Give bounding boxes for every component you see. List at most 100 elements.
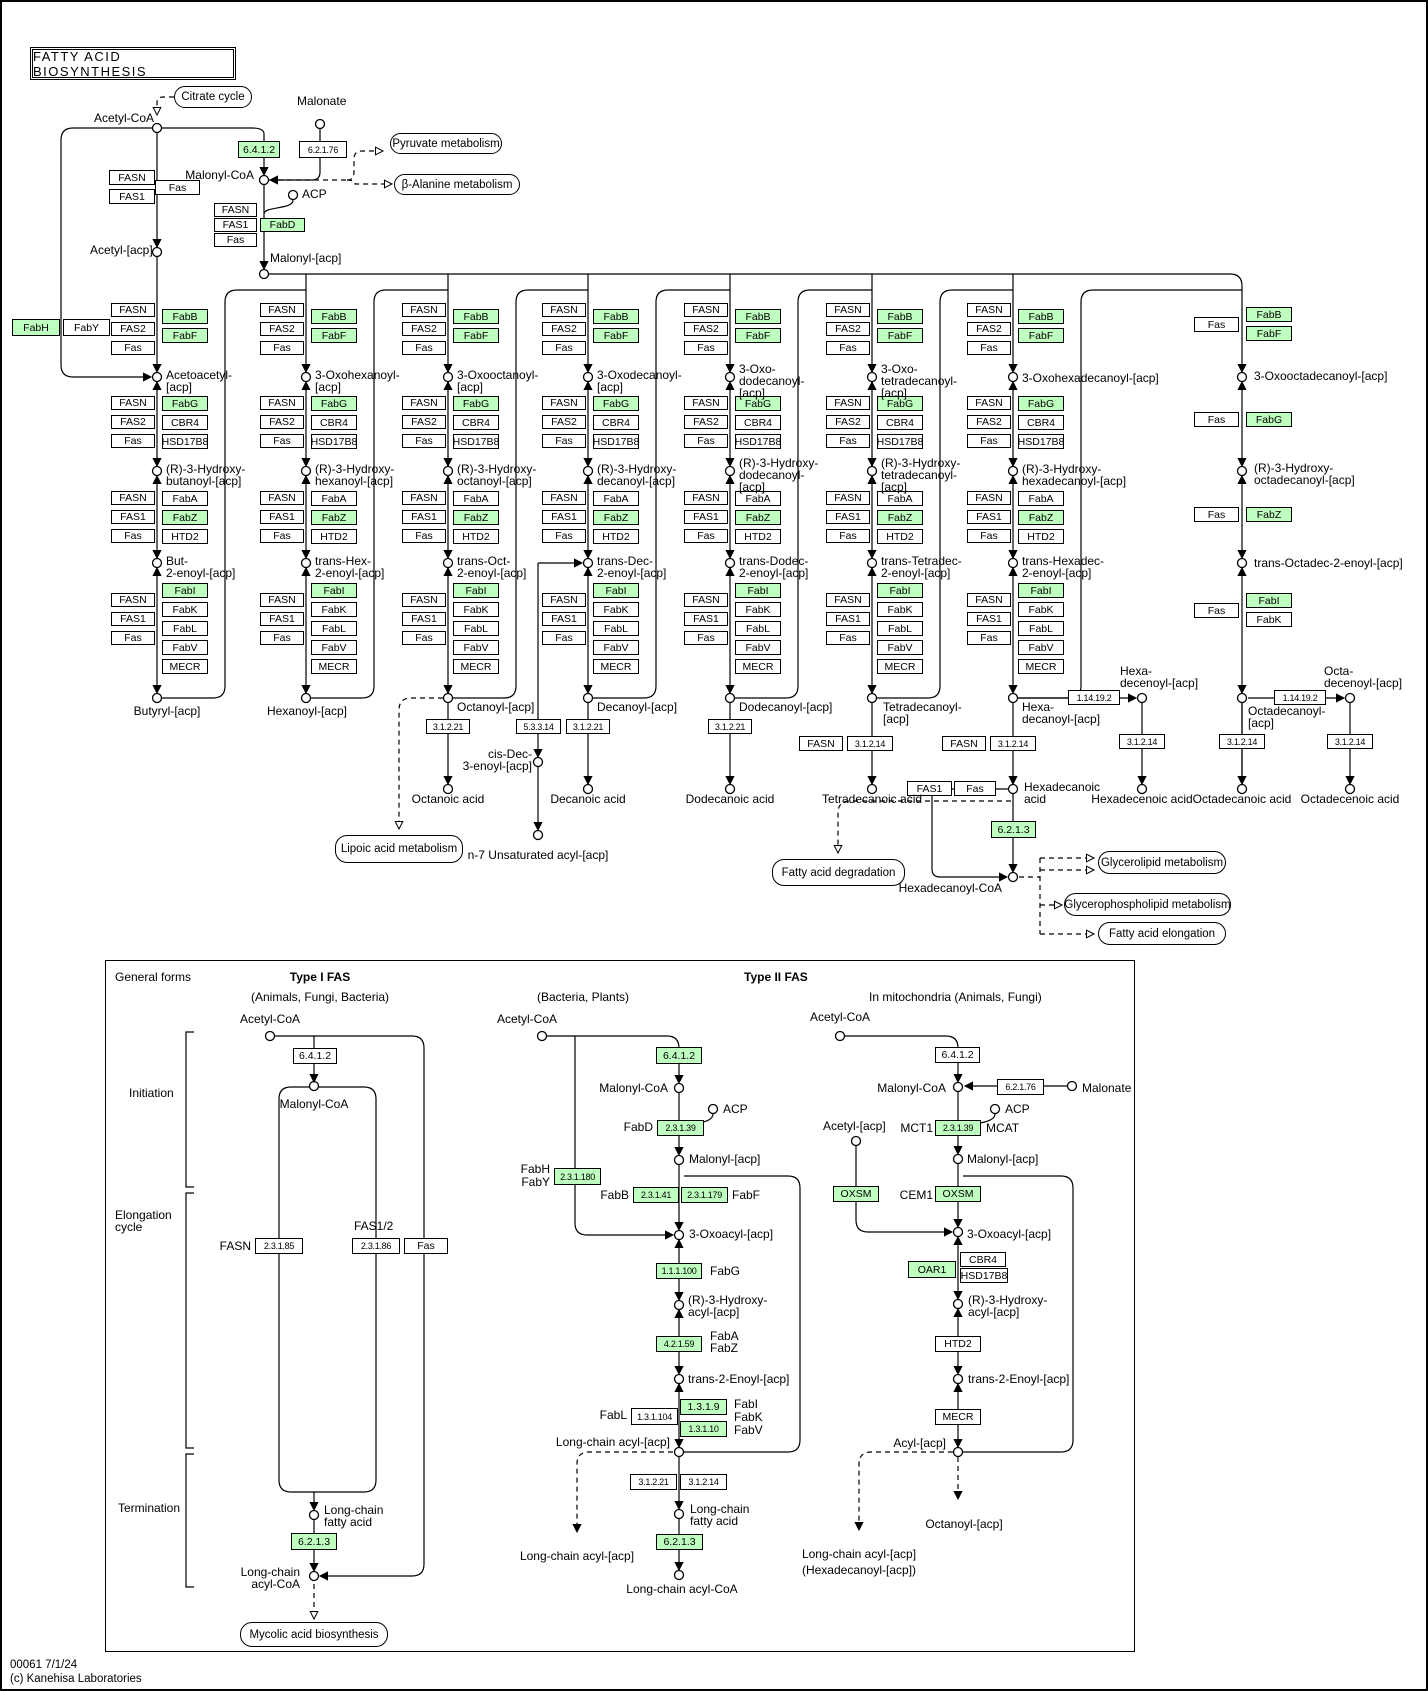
enzyme-box-3-1-2-14[interactable]: 3.1.2.14 (1219, 734, 1265, 749)
compound-node[interactable] (1007, 783, 1019, 795)
enzyme-box-fas2[interactable]: FAS2 (684, 415, 728, 429)
compound-node[interactable] (287, 189, 299, 201)
enzyme-box-fas[interactable]: Fas (967, 341, 1011, 355)
enzyme-box-faba[interactable]: FabA (311, 491, 357, 506)
enzyme-box-mecr[interactable]: MECR (593, 659, 639, 674)
enzyme-box-fas[interactable]: Fas (214, 233, 257, 247)
enzyme-box-fasn[interactable]: FASN (402, 593, 446, 607)
enzyme-box-fabi[interactable]: FabI (311, 583, 357, 598)
enzyme-box-cbr4[interactable]: CBR4 (593, 415, 639, 430)
compound-node[interactable] (952, 1298, 964, 1310)
enzyme-box-6-4-1-2[interactable]: 6.4.1.2 (935, 1047, 980, 1063)
enzyme-box-fabz[interactable]: FabZ (1018, 510, 1064, 525)
enzyme-box-mecr[interactable]: MECR (935, 1409, 981, 1425)
enzyme-box-mecr[interactable]: MECR (311, 659, 357, 674)
enzyme-box-fasn[interactable]: FASN (260, 593, 304, 607)
enzyme-box-fas[interactable]: Fas (260, 434, 304, 448)
enzyme-box-fasn[interactable]: FASN (942, 736, 986, 751)
enzyme-box-fabf[interactable]: FabF (311, 328, 357, 343)
enzyme-box-6-4-1-2[interactable]: 6.4.1.2 (656, 1047, 702, 1064)
enzyme-box-fas1[interactable]: FAS1 (111, 510, 155, 524)
enzyme-box-faba[interactable]: FabA (735, 491, 781, 506)
compound-node[interactable] (850, 1135, 862, 1147)
pathway-link-glycerophospholipid-metabolism[interactable]: Glycerophospholipid metabolism (1064, 893, 1231, 916)
enzyme-box-fas1[interactable]: FAS1 (684, 510, 728, 524)
enzyme-box-htd2[interactable]: HTD2 (935, 1336, 981, 1352)
compound-node[interactable] (532, 829, 544, 841)
enzyme-box-fas2[interactable]: FAS2 (111, 415, 155, 429)
pathway-link-alanine-metabolism[interactable]: β-Alanine metabolism (394, 174, 520, 195)
enzyme-box-fas2[interactable]: FAS2 (260, 415, 304, 429)
compound-node[interactable] (866, 465, 878, 477)
enzyme-box-fabg[interactable]: FabG (1246, 412, 1292, 427)
compound-node[interactable] (673, 1569, 685, 1581)
enzyme-box-fabg[interactable]: FabG (877, 396, 923, 411)
enzyme-box-fasn[interactable]: FASN (542, 593, 586, 607)
enzyme-box-fabz[interactable]: FabZ (311, 510, 357, 525)
enzyme-box-mecr[interactable]: MECR (735, 659, 781, 674)
compound-node[interactable] (1066, 1080, 1078, 1092)
enzyme-box-htd2[interactable]: HTD2 (1018, 529, 1064, 544)
compound-node[interactable] (724, 371, 736, 383)
enzyme-box-fas1[interactable]: FAS1 (826, 510, 870, 524)
enzyme-box-mecr[interactable]: MECR (453, 659, 499, 674)
compound-node[interactable] (866, 692, 878, 704)
enzyme-box-fas[interactable]: Fas (684, 529, 728, 543)
enzyme-box-fasn[interactable]: FASN (967, 303, 1011, 317)
compound-node[interactable] (1007, 371, 1019, 383)
enzyme-box-faba[interactable]: FabA (453, 491, 499, 506)
enzyme-box-fas[interactable]: Fas (967, 631, 1011, 645)
compound-node[interactable] (989, 1103, 1001, 1115)
enzyme-box-1-3-1-10[interactable]: 1.3.1.10 (680, 1421, 727, 1437)
enzyme-box-fasn[interactable]: FASN (684, 593, 728, 607)
compound-node[interactable] (1236, 371, 1248, 383)
enzyme-box-fabv[interactable]: FabV (311, 640, 357, 655)
enzyme-box-fas[interactable]: Fas (684, 434, 728, 448)
enzyme-box-fasn[interactable]: FASN (111, 491, 155, 505)
compound-node[interactable] (1007, 557, 1019, 569)
compound-node[interactable] (952, 1081, 964, 1093)
pathway-link-fatty-acid-elongation[interactable]: Fatty acid elongation (1098, 922, 1226, 945)
enzyme-box-fabf[interactable]: FabF (593, 328, 639, 343)
enzyme-box-cbr4[interactable]: CBR4 (1018, 415, 1064, 430)
enzyme-box-fas[interactable]: Fas (111, 434, 155, 448)
compound-node[interactable] (300, 371, 312, 383)
enzyme-box-4-2-1-59[interactable]: 4.2.1.59 (656, 1336, 702, 1352)
enzyme-box-fabz[interactable]: FabZ (453, 510, 499, 525)
enzyme-box-fasn[interactable]: FASN (967, 491, 1011, 505)
compound-node[interactable] (151, 122, 163, 134)
compound-node[interactable] (300, 465, 312, 477)
enzyme-box-htd2[interactable]: HTD2 (593, 529, 639, 544)
enzyme-box-fasn[interactable]: FASN (260, 491, 304, 505)
enzyme-box-fabl[interactable]: FabL (162, 621, 208, 636)
enzyme-box-fas[interactable]: Fas (111, 631, 155, 645)
enzyme-box-fabi[interactable]: FabI (453, 583, 499, 598)
enzyme-box-3-1-2-14[interactable]: 3.1.2.14 (990, 736, 1036, 751)
enzyme-box-fabl[interactable]: FabL (593, 621, 639, 636)
enzyme-box-fabz[interactable]: FabZ (162, 510, 208, 525)
compound-node[interactable] (442, 371, 454, 383)
enzyme-box-fabi[interactable]: FabI (877, 583, 923, 598)
enzyme-box-fabk[interactable]: FabK (877, 602, 923, 617)
enzyme-box-fabb[interactable]: FabB (311, 309, 357, 324)
enzyme-box-fasn[interactable]: FASN (684, 491, 728, 505)
enzyme-box-2-3-1-41[interactable]: 2.3.1.41 (633, 1187, 679, 1203)
compound-node[interactable] (258, 174, 270, 186)
enzyme-box-fabf[interactable]: FabF (877, 328, 923, 343)
compound-node[interactable] (442, 465, 454, 477)
enzyme-box-fas[interactable]: Fas (1194, 603, 1239, 618)
enzyme-box-fas[interactable]: Fas (402, 529, 446, 543)
enzyme-box-fas1[interactable]: FAS1 (402, 612, 446, 626)
enzyme-box-fabk[interactable]: FabK (1246, 612, 1292, 627)
enzyme-box-oxsm[interactable]: OXSM (935, 1186, 981, 1202)
pathway-link-citrate-cycle[interactable]: Citrate cycle (174, 86, 252, 108)
enzyme-box-fabf[interactable]: FabF (735, 328, 781, 343)
compound-node[interactable] (673, 1082, 685, 1094)
enzyme-box-fabb[interactable]: FabB (593, 309, 639, 324)
enzyme-box-hsd17b8[interactable]: HSD17B8 (452, 434, 500, 449)
enzyme-box-cbr4[interactable]: CBR4 (877, 415, 923, 430)
enzyme-box-fabg[interactable]: FabG (453, 396, 499, 411)
compound-node[interactable] (151, 692, 163, 704)
enzyme-box-fabk[interactable]: FabK (593, 602, 639, 617)
compound-node[interactable] (442, 557, 454, 569)
